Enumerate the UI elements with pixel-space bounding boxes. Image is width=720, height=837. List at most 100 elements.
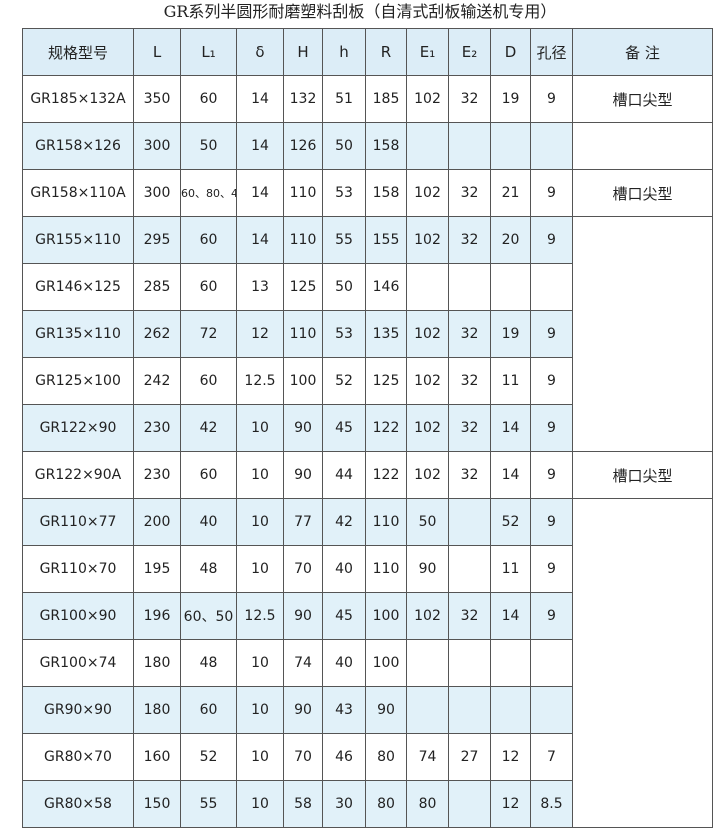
table-row: GR80×70 160 52 10 70 46 80 74 27 12 7 xyxy=(22,733,713,781)
remark-cell xyxy=(572,216,713,452)
remark-cell: 槽口尖型 xyxy=(572,75,713,123)
table-cell: 50 xyxy=(322,122,366,170)
table-cell: 102 xyxy=(406,404,449,452)
table-cell: 32 xyxy=(448,75,491,123)
table-cell: 20 xyxy=(490,216,531,264)
table-cell xyxy=(490,263,531,311)
table-cell: 32 xyxy=(448,169,491,217)
table-row: GR122×90 230 42 10 90 45 122 102 32 14 9 xyxy=(22,404,713,452)
table-cell: 295 xyxy=(133,216,181,264)
table-cell: GR100×90 xyxy=(22,592,134,640)
table-cell: 9 xyxy=(530,545,573,593)
table-cell: 122 xyxy=(365,404,407,452)
table-cell: 60 xyxy=(180,686,237,734)
table-cell xyxy=(490,122,531,170)
table-cell xyxy=(406,686,449,734)
table-cell: GR185×132A xyxy=(22,75,134,123)
table-cell: GR146×125 xyxy=(22,263,134,311)
table-cell: 9 xyxy=(530,498,573,546)
header-cell: D xyxy=(490,28,531,76)
table-cell: 90 xyxy=(406,545,449,593)
table-cell xyxy=(530,263,573,311)
table-cell: GR110×70 xyxy=(22,545,134,593)
table-row: GR110×70 195 48 10 70 40 110 90 11 9 xyxy=(22,545,713,593)
table-cell: 30 xyxy=(322,780,366,828)
table-cell: 50 xyxy=(406,498,449,546)
table-cell: 110 xyxy=(283,310,323,358)
table-cell: 10 xyxy=(236,639,284,687)
table-cell: 100 xyxy=(365,592,407,640)
table-cell: GR158×126 xyxy=(22,122,134,170)
header-cell: L₁ xyxy=(180,28,237,76)
table-cell: 12.5 xyxy=(236,592,284,640)
table-cell: 11 xyxy=(490,545,531,593)
table-cell: 80 xyxy=(365,780,407,828)
table-cell: 7 xyxy=(530,733,573,781)
table-cell: 77 xyxy=(283,498,323,546)
table-cell: 50 xyxy=(322,263,366,311)
table-cell: 102 xyxy=(406,169,449,217)
table-cell: 90 xyxy=(283,404,323,452)
table-cell: 102 xyxy=(406,357,449,405)
table-cell: 196 xyxy=(133,592,181,640)
table-row: GR185×132A 350 60 14 132 51 185 102 32 19 9 槽口尖型 xyxy=(22,75,713,123)
table-cell xyxy=(530,122,573,170)
table-cell: 14 xyxy=(236,122,284,170)
table-cell: 45 xyxy=(322,592,366,640)
table-cell: 21 xyxy=(490,169,531,217)
table-cell: 58 xyxy=(283,780,323,828)
table-cell: 10 xyxy=(236,686,284,734)
table-cell: 102 xyxy=(406,310,449,358)
table-cell: GR135×110 xyxy=(22,310,134,358)
table-cell: 9 xyxy=(530,169,573,217)
table-cell xyxy=(448,122,491,170)
table-cell: 60、80、45 xyxy=(180,169,237,217)
table-cell: 32 xyxy=(448,592,491,640)
table-cell: 285 xyxy=(133,263,181,311)
header-cell: R xyxy=(365,28,407,76)
table-cell: 60 xyxy=(180,75,237,123)
table-cell: 100 xyxy=(365,639,407,687)
table-cell: 42 xyxy=(180,404,237,452)
remark-cell: 槽口尖型 xyxy=(572,451,713,499)
table-cell: 195 xyxy=(133,545,181,593)
remark-cell: 槽口尖型 xyxy=(572,169,713,217)
table-cell: 102 xyxy=(406,75,449,123)
table-cell: 9 xyxy=(530,592,573,640)
table-cell: 27 xyxy=(448,733,491,781)
table-cell: 43 xyxy=(322,686,366,734)
table-cell: 200 xyxy=(133,498,181,546)
table-cell: 125 xyxy=(283,263,323,311)
table-cell: 150 xyxy=(133,780,181,828)
table-cell: 32 xyxy=(448,404,491,452)
table-cell: 60 xyxy=(180,357,237,405)
table-cell: 40 xyxy=(180,498,237,546)
table-cell: 110 xyxy=(283,216,323,264)
table-cell: 53 xyxy=(322,169,366,217)
table-cell xyxy=(448,263,491,311)
table-cell: 9 xyxy=(530,216,573,264)
table-cell: 53 xyxy=(322,310,366,358)
table-cell: 9 xyxy=(530,451,573,499)
table-cell: 32 xyxy=(448,310,491,358)
table-cell: 80 xyxy=(406,780,449,828)
table-cell: 132 xyxy=(283,75,323,123)
table-cell xyxy=(406,639,449,687)
table-cell: 51 xyxy=(322,75,366,123)
table-cell: 74 xyxy=(283,639,323,687)
table-cell: 19 xyxy=(490,310,531,358)
header-cell: δ xyxy=(236,28,284,76)
table-cell: 14 xyxy=(490,592,531,640)
table-cell: 126 xyxy=(283,122,323,170)
table-cell: 12.5 xyxy=(236,357,284,405)
table-row: GR110×77 200 40 10 77 42 110 50 52 9 xyxy=(22,498,713,828)
table-cell: 32 xyxy=(448,451,491,499)
table-cell: 158 xyxy=(365,122,407,170)
table-cell: 14 xyxy=(236,169,284,217)
table-cell: 102 xyxy=(406,592,449,640)
table-cell: 102 xyxy=(406,451,449,499)
table-cell: 8.5 xyxy=(530,780,573,828)
table-cell: 13 xyxy=(236,263,284,311)
table-body: GR185×132A 350 60 14 132 51 185 102 32 19 9 槽口尖型 GR1… xyxy=(22,75,713,828)
table-cell: 110 xyxy=(283,169,323,217)
